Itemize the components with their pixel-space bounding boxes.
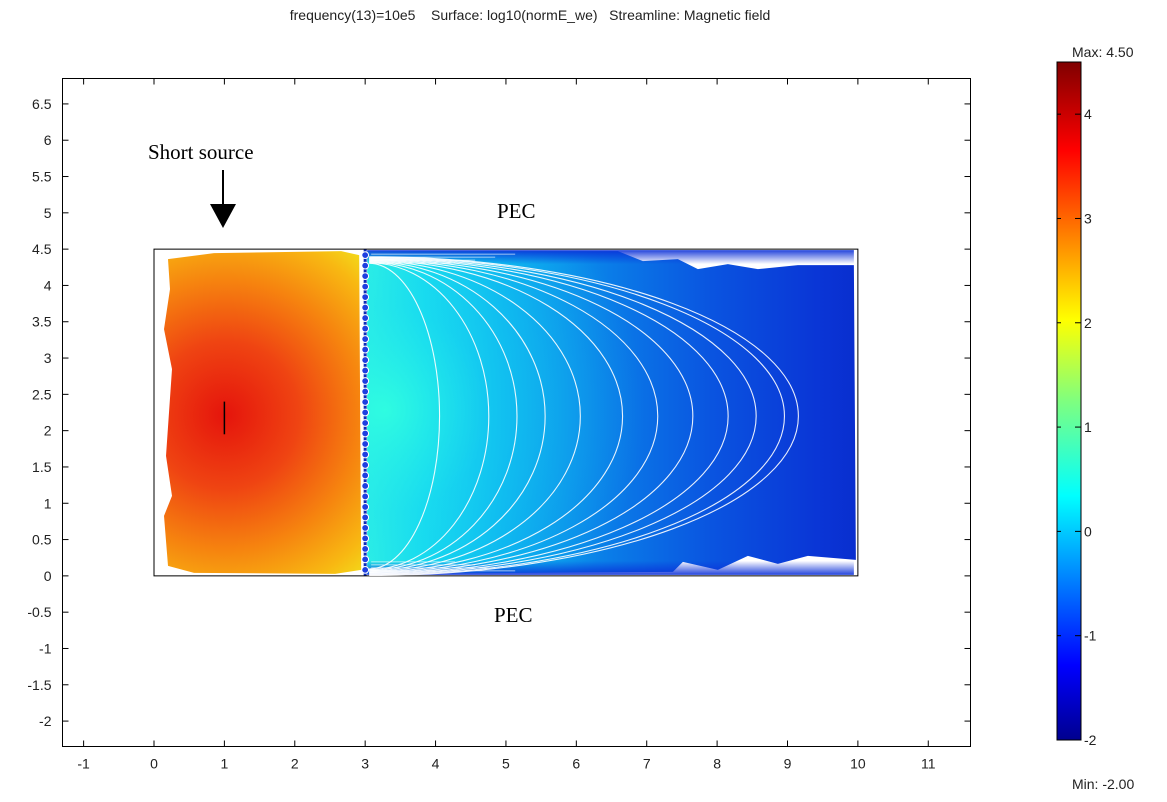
y-tick-label: 2.5 (32, 386, 52, 402)
annotation-pec-top: PEC (497, 199, 536, 223)
x-tick-label: 5 (502, 756, 510, 772)
colorbar-tick-label: 0 (1084, 523, 1092, 539)
x-tick-label: 3 (361, 756, 369, 772)
colorbar-tick-label: -1 (1084, 628, 1097, 644)
y-tick-label: 6.5 (32, 96, 52, 112)
divider-node (361, 534, 370, 543)
divider-node (361, 555, 370, 564)
y-tick-label: 3.5 (32, 314, 52, 330)
x-tick-label: 10 (850, 756, 866, 772)
divider-node (361, 272, 370, 281)
divider-node (361, 377, 370, 385)
y-tick-label: 0 (44, 568, 52, 584)
colorbar-tick-label: 1 (1084, 419, 1092, 435)
x-tick-label: 11 (921, 756, 936, 772)
y-tick-label: -1.5 (27, 677, 51, 693)
streamline (369, 262, 490, 571)
y-tick-label: -2 (39, 713, 52, 729)
colorbar-tick-label: 3 (1084, 210, 1092, 226)
annotation-short-source: Short source (148, 140, 254, 164)
divider-node (361, 293, 370, 301)
divider-node (361, 513, 370, 522)
colorbar-tick-label: 2 (1084, 315, 1092, 331)
divider-node (361, 345, 370, 354)
divider-node (361, 544, 370, 553)
divider-node (361, 419, 370, 427)
hot-region (164, 251, 362, 574)
y-tick-label: 1 (44, 495, 52, 511)
colorbar-tick-label: -2 (1084, 732, 1097, 748)
y-tick-label: 0.5 (32, 532, 52, 548)
divider-node (361, 565, 370, 574)
x-tick-label: 4 (432, 756, 440, 772)
divider-node (361, 366, 370, 375)
divider-node (361, 251, 370, 260)
x-tick-label: 7 (643, 756, 651, 772)
divider-node (361, 440, 370, 448)
colorbar-tick-label: 4 (1084, 106, 1092, 122)
divider-node (361, 261, 370, 270)
x-tick-label: 1 (220, 756, 228, 772)
divider-node (361, 429, 370, 438)
divider-node (361, 471, 370, 480)
divider-node (361, 408, 370, 417)
divider-node (361, 324, 370, 333)
divider-node (361, 503, 370, 511)
x-tick-label: 6 (572, 756, 580, 772)
divider-node (361, 282, 370, 291)
streamline (369, 261, 546, 572)
colorbar-min-label: Min: -2.00 (1072, 776, 1134, 792)
x-axis-ticks: -1 0 1 2 3 4 5 6 7 8 9 10 11 (77, 78, 936, 772)
divider-node (361, 450, 370, 459)
y-tick-label: 1.5 (32, 459, 52, 475)
y-tick-label: 5 (44, 205, 52, 221)
y-tick-label: -0.5 (27, 604, 51, 620)
y-tick-label: 3 (44, 350, 52, 366)
divider-node (361, 398, 370, 406)
divider-node (361, 524, 370, 532)
colorbar (1056, 61, 1082, 741)
domain-frame (153, 248, 859, 577)
arrow-down-icon (210, 170, 236, 228)
x-tick-label: 2 (291, 756, 299, 772)
x-tick-label: 9 (784, 756, 792, 772)
streamline (369, 262, 440, 570)
y-tick-label: 5.5 (32, 169, 52, 185)
divider-node (361, 482, 370, 490)
divider-node (361, 492, 370, 501)
divider-node (361, 314, 370, 322)
x-tick-label: -1 (77, 756, 90, 772)
divider-node (361, 387, 370, 396)
divider-node (361, 356, 370, 364)
y-axis-ticks: 6.5 6 5.5 5 4.5 4 3.5 3 2.5 2 1.5 1 0.5 0 -0.5 -1 -1.5 -2 (27, 96, 971, 729)
x-tick-label: 0 (150, 756, 158, 772)
divider-node (361, 461, 370, 469)
y-tick-label: 4 (44, 277, 52, 293)
divider-node (361, 335, 370, 343)
streamline (369, 261, 518, 571)
y-tick-label: -1 (39, 640, 52, 656)
y-tick-label: 2 (44, 423, 52, 439)
chart-title: frequency(13)=10e5 Surface: log10(normE_… (290, 7, 771, 23)
y-tick-label: 4.5 (32, 241, 52, 257)
cold-edge-top (367, 250, 854, 265)
colorbar-ticks: 4 3 2 1 0 -1 -2 (1057, 106, 1097, 748)
colorbar-max-label: Max: 4.50 (1072, 44, 1134, 60)
annotation-pec-bottom: PEC (494, 603, 533, 627)
divider-node (361, 303, 370, 312)
y-tick-label: 6 (44, 132, 52, 148)
x-tick-label: 8 (713, 756, 721, 772)
